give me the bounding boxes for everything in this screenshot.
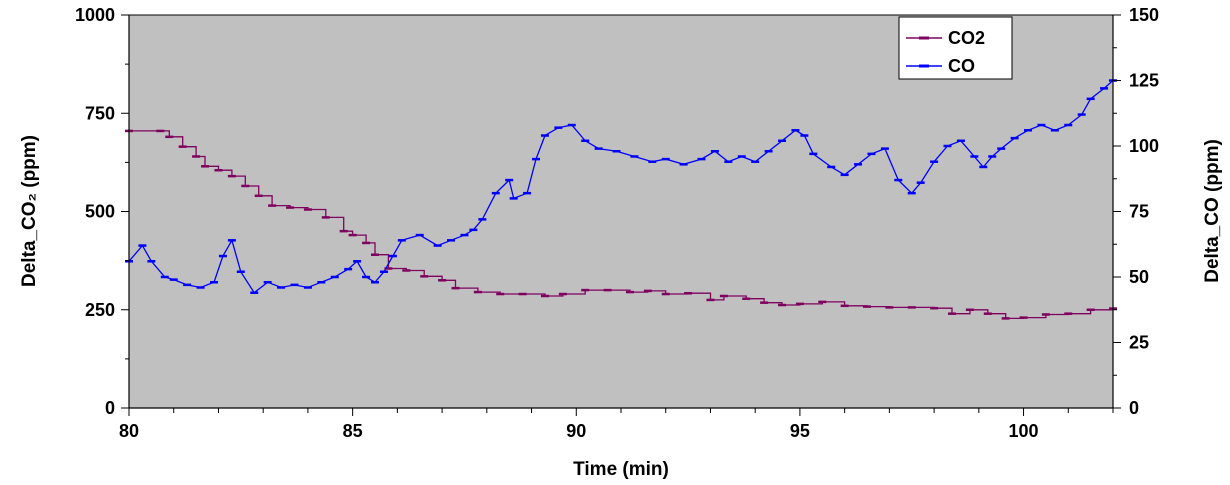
left-tick-label: 0 bbox=[105, 398, 115, 418]
legend-co2-label: CO2 bbox=[948, 28, 985, 48]
x-axis-title: Time (min) bbox=[573, 459, 669, 480]
right-tick-label: 150 bbox=[1129, 5, 1159, 25]
x-tick-label: 95 bbox=[790, 421, 810, 441]
legend-box bbox=[898, 16, 1013, 80]
x-tick-label: 100 bbox=[1009, 421, 1039, 441]
right-axis-title: Delta_CO (ppm) bbox=[1202, 139, 1223, 283]
right-tick-label: 100 bbox=[1129, 136, 1159, 156]
right-tick-label: 50 bbox=[1129, 267, 1149, 287]
left-tick-label: 500 bbox=[85, 202, 115, 222]
left-axis-title: Delta_CO₂ (ppm) bbox=[19, 135, 40, 287]
x-tick-label: 90 bbox=[566, 421, 586, 441]
left-tick-label: 250 bbox=[85, 300, 115, 320]
right-tick-label: 25 bbox=[1129, 333, 1149, 353]
series-layer bbox=[125, 79, 1117, 320]
legend: CO2 CO bbox=[898, 16, 1013, 80]
right-tick-label: 125 bbox=[1129, 71, 1159, 91]
legend-co-label: CO bbox=[948, 56, 975, 76]
axes-layer: 80 85 90 95 10002505007501000025507510012515… bbox=[75, 5, 1159, 441]
left-tick-label: 1000 bbox=[75, 5, 115, 25]
x-tick-label: 80 bbox=[119, 421, 139, 441]
right-tick-label: 0 bbox=[1129, 398, 1139, 418]
right-tick-label: 75 bbox=[1129, 202, 1149, 222]
left-tick-label: 750 bbox=[85, 103, 115, 123]
x-tick-label: 85 bbox=[343, 421, 363, 441]
plot-area bbox=[128, 14, 1114, 409]
